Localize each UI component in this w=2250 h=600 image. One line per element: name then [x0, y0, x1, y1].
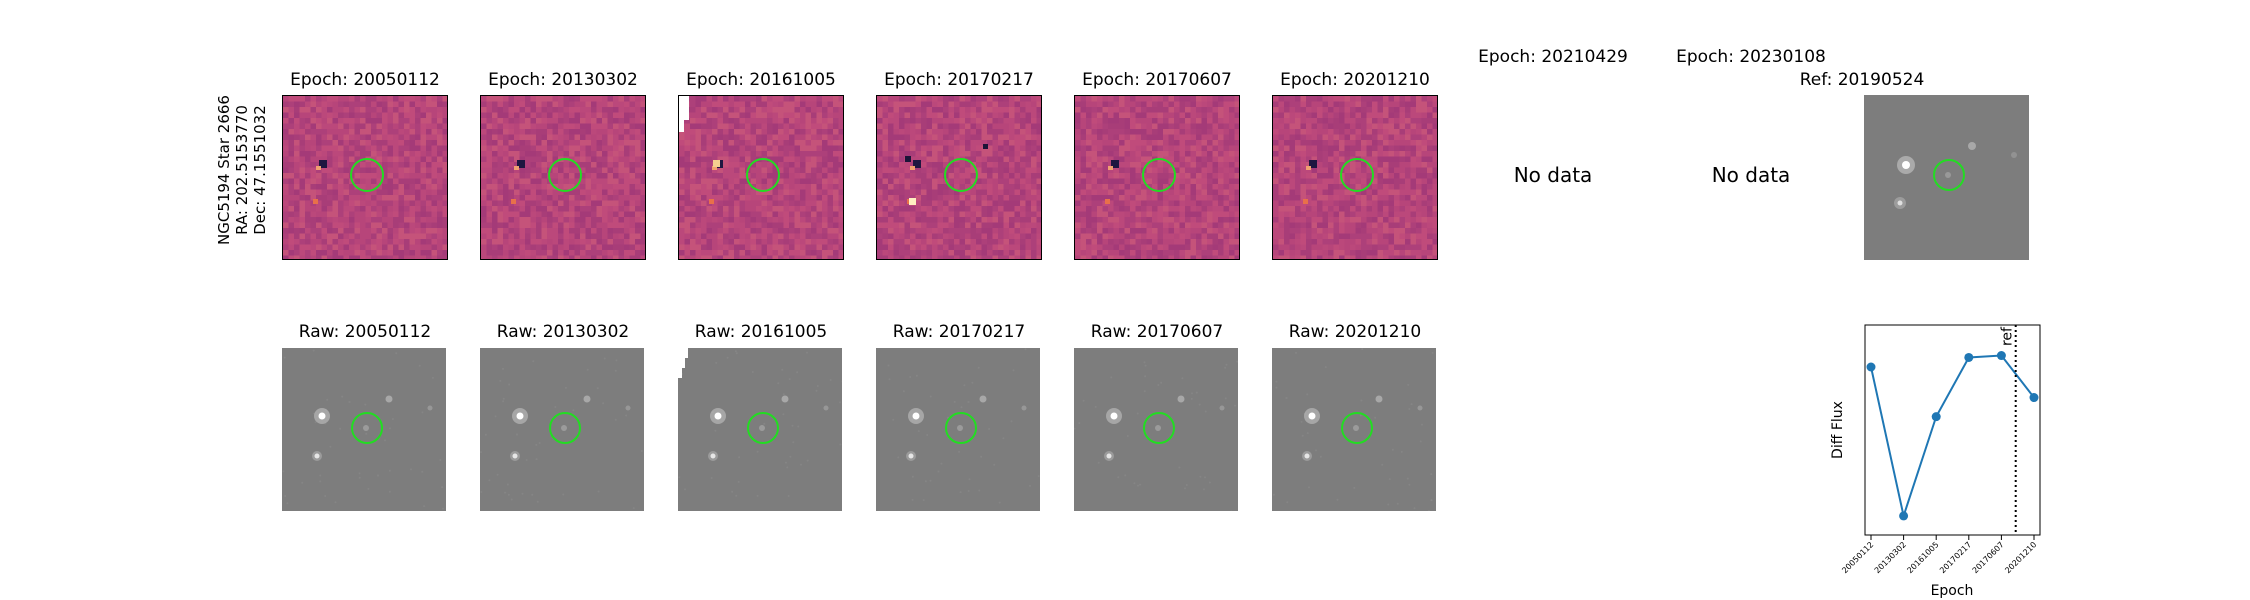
- ref-panel-title: Ref: 20190524: [1799, 70, 1925, 90]
- plot-frame: [1864, 324, 2041, 536]
- light-curve-chart: 2005011220130302201610052017021720170607…: [1830, 324, 2041, 599]
- diff-panel-title: Epoch: 20170607: [1082, 70, 1232, 90]
- star-name: NGC5194 Star 2666: [215, 95, 233, 245]
- star-ra: RA: 202.5153770: [233, 105, 251, 235]
- difference-image: [1272, 95, 1438, 260]
- difference-image: [282, 95, 448, 260]
- raw-panel-title: Raw: 20170217: [892, 322, 1026, 342]
- diff-panel-title: Epoch: 20161005: [686, 70, 836, 90]
- raw-image: [876, 348, 1040, 511]
- diff-panel-title: Epoch: 20170217: [884, 70, 1034, 90]
- difference-image: [480, 95, 646, 260]
- x-tick-label: 20130302: [1873, 540, 1908, 575]
- star-dec: Dec: 47.1551032: [251, 105, 269, 235]
- raw-panel-title: Raw: 20130302: [496, 322, 630, 342]
- data-point: [1996, 351, 2006, 361]
- diff-panel-title: Epoch: 20230108: [1676, 47, 1826, 67]
- raw-panel-title: Raw: 20050112: [298, 322, 432, 342]
- raw-image: [282, 348, 446, 511]
- raw-image: [1074, 348, 1238, 511]
- diff-panel-title: Epoch: 20210429: [1478, 47, 1628, 67]
- series-line: [1870, 354, 2035, 520]
- star-label: NGC5194 Star 2666 RA: 202.5153770 Dec: 4…: [215, 80, 269, 260]
- raw-panel-title: Raw: 20170607: [1090, 322, 1224, 342]
- difference-image: [876, 95, 1042, 260]
- raw-panel-title: Raw: 20161005: [694, 322, 828, 342]
- x-tick-label: 20201210: [2003, 540, 2038, 575]
- diff-panel-title: Epoch: 20201210: [1280, 70, 1430, 90]
- data-point: [1866, 362, 1876, 372]
- diff-panel-title: Epoch: 20050112: [290, 70, 440, 90]
- data-point: [1964, 352, 1974, 362]
- ref-label: ref: [2000, 326, 2016, 346]
- x-tick-label: 20170607: [1971, 540, 2006, 575]
- x-tick-label: 20161005: [1905, 540, 1940, 575]
- no-data-message: No data: [1513, 163, 1593, 187]
- raw-image: [1272, 348, 1436, 511]
- ref-image: [1864, 95, 2029, 260]
- no-data-message: No data: [1711, 163, 1791, 187]
- data-point: [1899, 511, 1909, 521]
- difference-image: [678, 95, 844, 260]
- x-tick-label: 20050112: [1840, 540, 1875, 575]
- x-axis-label: Epoch: [1931, 583, 1974, 599]
- difference-image: [1074, 95, 1240, 260]
- raw-image: [480, 348, 644, 511]
- y-axis-label: Diff Flux: [1830, 401, 1846, 459]
- diff-panel-title: Epoch: 20130302: [488, 70, 638, 90]
- data-point: [2029, 393, 2039, 403]
- data-point: [1931, 412, 1941, 422]
- x-tick-label: 20170217: [1938, 540, 1973, 575]
- raw-image: [678, 348, 842, 511]
- raw-panel-title: Raw: 20201210: [1288, 322, 1422, 342]
